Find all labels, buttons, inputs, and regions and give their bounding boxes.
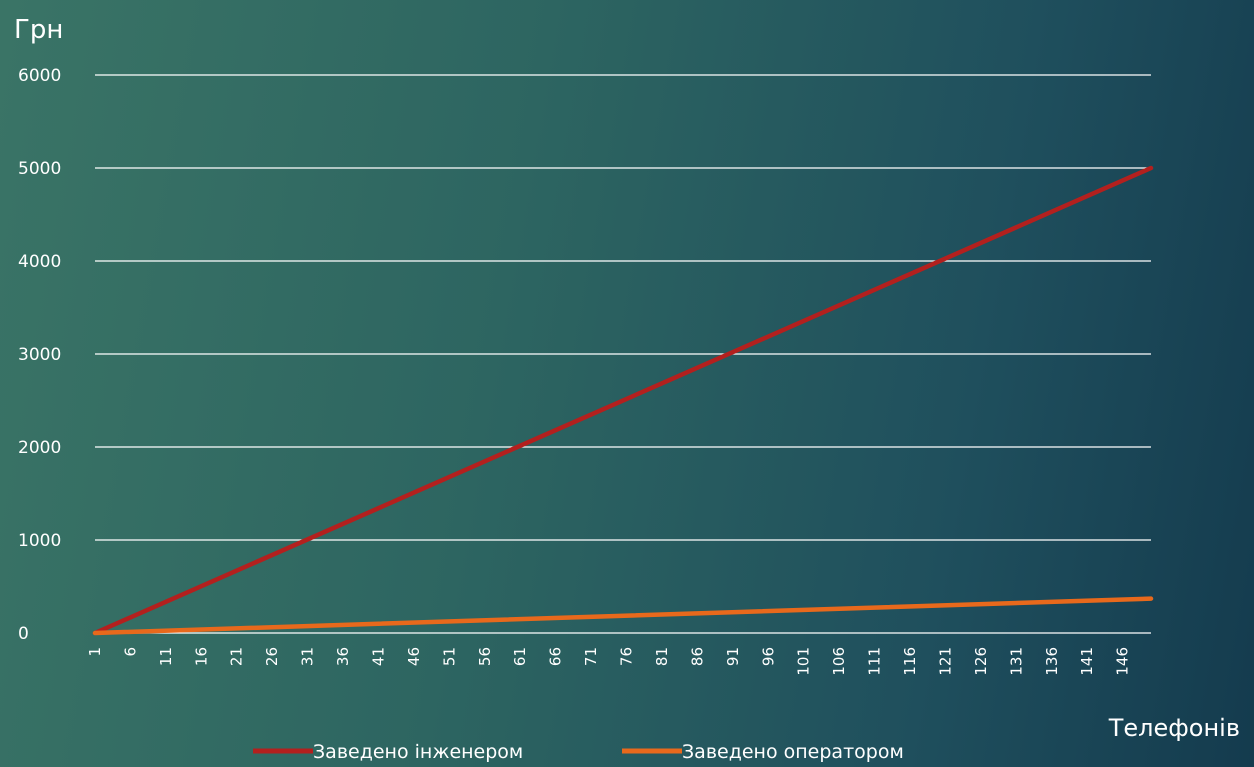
x-tick-label: 36: [334, 647, 352, 666]
x-tick-label: 121: [936, 647, 954, 676]
x-tick-label: 136: [1043, 647, 1061, 676]
x-tick-label: 16: [192, 647, 210, 666]
x-tick-label: 31: [299, 647, 317, 666]
x-axis-ticks: 1 6 11 16 21 26 31 36 41 46 51 56 61 66 71 76 81 86 91 96 10…: [86, 647, 1132, 676]
legend-label: Заведено інженером: [313, 741, 523, 763]
series-line: [95, 599, 1151, 633]
x-tick-label: 76: [618, 647, 636, 666]
x-tick-label: 1: [86, 647, 104, 657]
gridlines: [95, 75, 1151, 633]
x-tick-label: 56: [476, 647, 494, 666]
x-tick-label: 91: [724, 647, 742, 666]
y-tick-label: 1000: [18, 531, 61, 551]
x-tick-label: 41: [369, 647, 387, 666]
x-tick-label: 146: [1114, 647, 1132, 676]
x-tick-label: 66: [547, 647, 565, 666]
y-tick-label: 2000: [18, 438, 61, 458]
x-tick-label: 131: [1007, 647, 1025, 676]
y-tick-label: 3000: [18, 345, 61, 365]
x-tick-label: 81: [653, 647, 671, 666]
x-tick-label: 111: [866, 647, 884, 676]
x-tick-label: 116: [901, 647, 919, 676]
x-tick-label: 71: [582, 647, 600, 666]
series-lines: [95, 168, 1151, 633]
x-tick-label: 101: [795, 647, 813, 676]
x-tick-label: 51: [440, 647, 458, 666]
x-tick-label: 126: [972, 647, 990, 676]
legend: Заведено інженером Заведено оператором: [253, 741, 904, 763]
x-tick-label: 21: [228, 647, 246, 666]
x-axis-title: Телефонів: [1108, 714, 1240, 742]
x-tick-label: 141: [1078, 647, 1096, 676]
x-tick-label: 26: [263, 647, 281, 666]
x-tick-label: 61: [511, 647, 529, 666]
x-tick-label: 106: [830, 647, 848, 676]
y-tick-label: 0: [18, 624, 29, 644]
y-tick-label: 6000: [18, 66, 61, 86]
series-line: [95, 168, 1151, 633]
x-tick-label: 6: [121, 647, 139, 657]
x-tick-label: 46: [405, 647, 423, 666]
y-tick-label: 4000: [18, 252, 61, 272]
x-tick-label: 96: [759, 647, 777, 666]
x-tick-label: 86: [688, 647, 706, 666]
y-axis-ticks: 0 1000 2000 3000 4000 5000 6000: [18, 66, 61, 644]
x-tick-label: 11: [157, 647, 175, 666]
legend-label: Заведено оператором: [682, 741, 904, 763]
y-tick-label: 5000: [18, 159, 61, 179]
y-axis-title: Грн: [14, 15, 63, 45]
